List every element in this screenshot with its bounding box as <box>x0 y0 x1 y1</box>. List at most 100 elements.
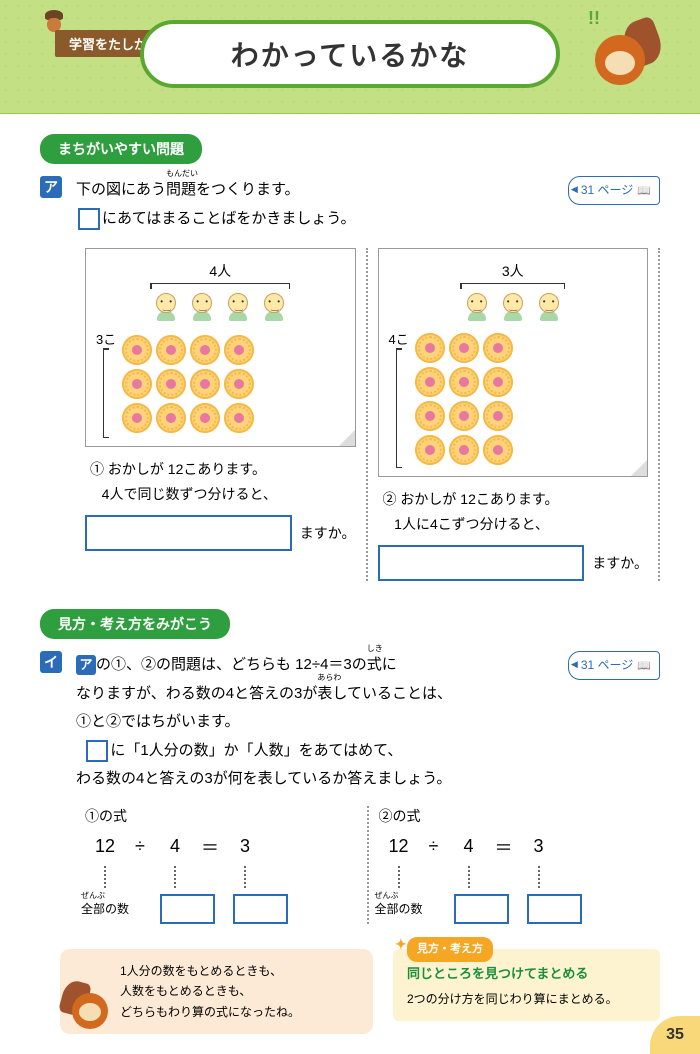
person-icon <box>224 293 252 323</box>
text: の数 <box>105 902 129 916</box>
cookie-grid-left <box>122 335 254 433</box>
dots-icon <box>538 866 540 888</box>
bottom-notes: 1人分の数をもとめるときも、 人数をもとめるときも、 どちらもわり算の式になった… <box>60 949 660 1034</box>
eq-op: ＝ <box>489 834 519 860</box>
answer-box-l2[interactable] <box>233 894 288 924</box>
ruby-base: 全部 <box>374 902 398 916</box>
text: の数 <box>399 902 423 916</box>
cookie-wrap-left: 3こ <box>96 329 345 438</box>
cookie-grid-right <box>415 333 513 465</box>
cookie-icon <box>449 367 479 397</box>
dots-icon <box>104 866 106 888</box>
problem-a-text: 31 ページ 下の図にあうもんだい問題をつくります。 にあてはまることばをかきま… <box>76 176 660 233</box>
speech-line: 人数をもとめるときも、 <box>120 984 251 998</box>
problem-i: イ 31 ページ アの①、②の問題は、どちらも 12÷4＝3のしき式に なります… <box>40 651 660 794</box>
eq-num: 4 <box>155 836 195 857</box>
cookie-icon <box>483 333 513 363</box>
text: ①と②ではちがいます。 <box>76 713 240 730</box>
cookie-icon <box>415 367 445 397</box>
q-right-text: ② おかしが 12こあります。 1人に4こずつ分けると、 <box>378 487 649 537</box>
cookie-icon <box>190 335 220 365</box>
tip-title: 同じところを見つけてまとめる <box>407 963 646 985</box>
cookie-icon <box>449 401 479 431</box>
speech-line: どちらもわり算の式になったね。 <box>120 1005 300 1019</box>
answer-box-r2[interactable] <box>527 894 582 924</box>
problem-a: ア 31 ページ 下の図にあうもんだい問題をつくります。 にあてはまることばをか… <box>40 176 660 233</box>
ruby-base: 問題 <box>166 181 196 198</box>
ruby-text: もんだい <box>166 166 196 181</box>
diagram-box-right: 3人 4こ <box>378 248 649 477</box>
ruby: しき式 <box>367 651 382 680</box>
answer-input-left[interactable] <box>85 515 292 551</box>
text: をつくります。 <box>196 181 300 198</box>
cookie-icon <box>190 403 220 433</box>
tip-body: 2つの分け方を同じわり算にまとめる。 <box>407 989 646 1009</box>
text: に <box>382 656 397 673</box>
bracket-v-icon <box>103 348 109 438</box>
text: に「1人分の数」か「人数」をあてはめて、 <box>110 742 402 759</box>
suffix: ますか。 <box>592 553 648 573</box>
cookie-icon <box>156 335 186 365</box>
text: にあてはまることばをかきましょう。 <box>102 210 356 227</box>
ruby-text: ぜんぶ <box>81 890 105 901</box>
person-icon <box>260 293 288 323</box>
text: 1人に4こずつ分けると、 <box>394 516 549 532</box>
q-left-text: ① おかしが 12こあります。 4人で同じ数ずつ分けると、 <box>85 457 356 507</box>
eq-num: 3 <box>519 836 559 857</box>
page-title: わかっているかな <box>231 40 470 71</box>
problem-i-text: 31 ページ アの①、②の問題は、どちらも 12÷4＝3のしき式に なりますが、… <box>76 651 660 794</box>
section2-tab: 見方・考え方をみがこう <box>40 609 230 639</box>
top-bracket-label: 4人 <box>96 261 345 281</box>
cookie-icon <box>415 333 445 363</box>
cookie-icon <box>449 435 479 465</box>
diagram-box-left: 4人 3こ <box>85 248 356 447</box>
eq-label-all: ぜんぶ全部の数 <box>80 900 130 917</box>
diagram-left: 4人 3こ ① おかしが 12こあります。 4人で同じ数ずつ分けると、 <box>75 248 368 581</box>
text: なりますが、わる数の4と答えの3が <box>76 685 317 702</box>
answer-box-l1[interactable] <box>160 894 215 924</box>
q-num: ① <box>90 461 104 477</box>
blank-box-icon <box>86 740 108 762</box>
top-bracket-label: 3人 <box>389 261 638 281</box>
page: 学習をたしかに !! わかっているかな まちがいやすい問題 ア 31 ページ 下… <box>0 0 700 1054</box>
tip-box: 見方・考え方 同じところを見つけてまとめる 2つの分け方を同じわり算にまとめる。 <box>393 949 660 1021</box>
person-icon <box>152 293 180 323</box>
header-band: 学習をたしかに !! わかっているかな <box>0 0 700 114</box>
badge-a-ref: ア <box>76 655 96 675</box>
eq-labels-right: ぜんぶ全部の数 <box>379 894 651 924</box>
cookie-icon <box>224 403 254 433</box>
dots-icon <box>244 866 246 888</box>
speech-line: 1人分の数をもとめるときも、 <box>120 964 282 978</box>
eq-title-left: ①の式 <box>85 806 357 826</box>
eq-title-right: ②の式 <box>379 806 651 826</box>
eq-op: ＝ <box>195 834 225 860</box>
diagram-right: 3人 4こ ② おかしが 12こあります。 1人に4こずつ分けると、 <box>368 248 659 581</box>
eq-num: 12 <box>85 836 125 857</box>
cookie-wrap-right: 4こ <box>389 329 638 468</box>
bracket-v-icon <box>396 348 402 468</box>
cookie-icon <box>156 369 186 399</box>
cookie-icon <box>449 333 479 363</box>
equation-columns: ①の式 12 ÷ 4 ＝ 3 <box>75 806 660 924</box>
eq-labels-left: ぜんぶ全部の数 <box>85 894 357 924</box>
cookie-icon <box>190 369 220 399</box>
answer-input-right[interactable] <box>378 545 585 581</box>
people-row-right <box>389 293 638 323</box>
cookie-icon <box>483 367 513 397</box>
answer-box-r1[interactable] <box>454 894 509 924</box>
equation-right: 12 ÷ 4 ＝ 3 <box>379 834 651 860</box>
squirrel-small-icon <box>68 979 113 1029</box>
person-icon <box>535 293 563 323</box>
title-oval: わかっているかな <box>140 20 560 88</box>
bracket-v-right: 4こ <box>389 329 409 468</box>
text: おかしが 12こあります。 <box>108 461 266 477</box>
ruby-base: 式 <box>367 656 382 673</box>
text: わる数の4と答えの3が何を表しているか答えましょう。 <box>76 770 451 787</box>
text: 4人で同じ数ずつ分けると、 <box>102 486 277 502</box>
acorn-icon <box>45 10 63 32</box>
section2: 見方・考え方をみがこう イ 31 ページ アの①、②の問題は、どちらも 12÷4… <box>40 609 660 1034</box>
text: していることは、 <box>332 685 452 702</box>
cookie-icon <box>122 369 152 399</box>
cookie-icon <box>122 335 152 365</box>
cookie-icon <box>483 401 513 431</box>
